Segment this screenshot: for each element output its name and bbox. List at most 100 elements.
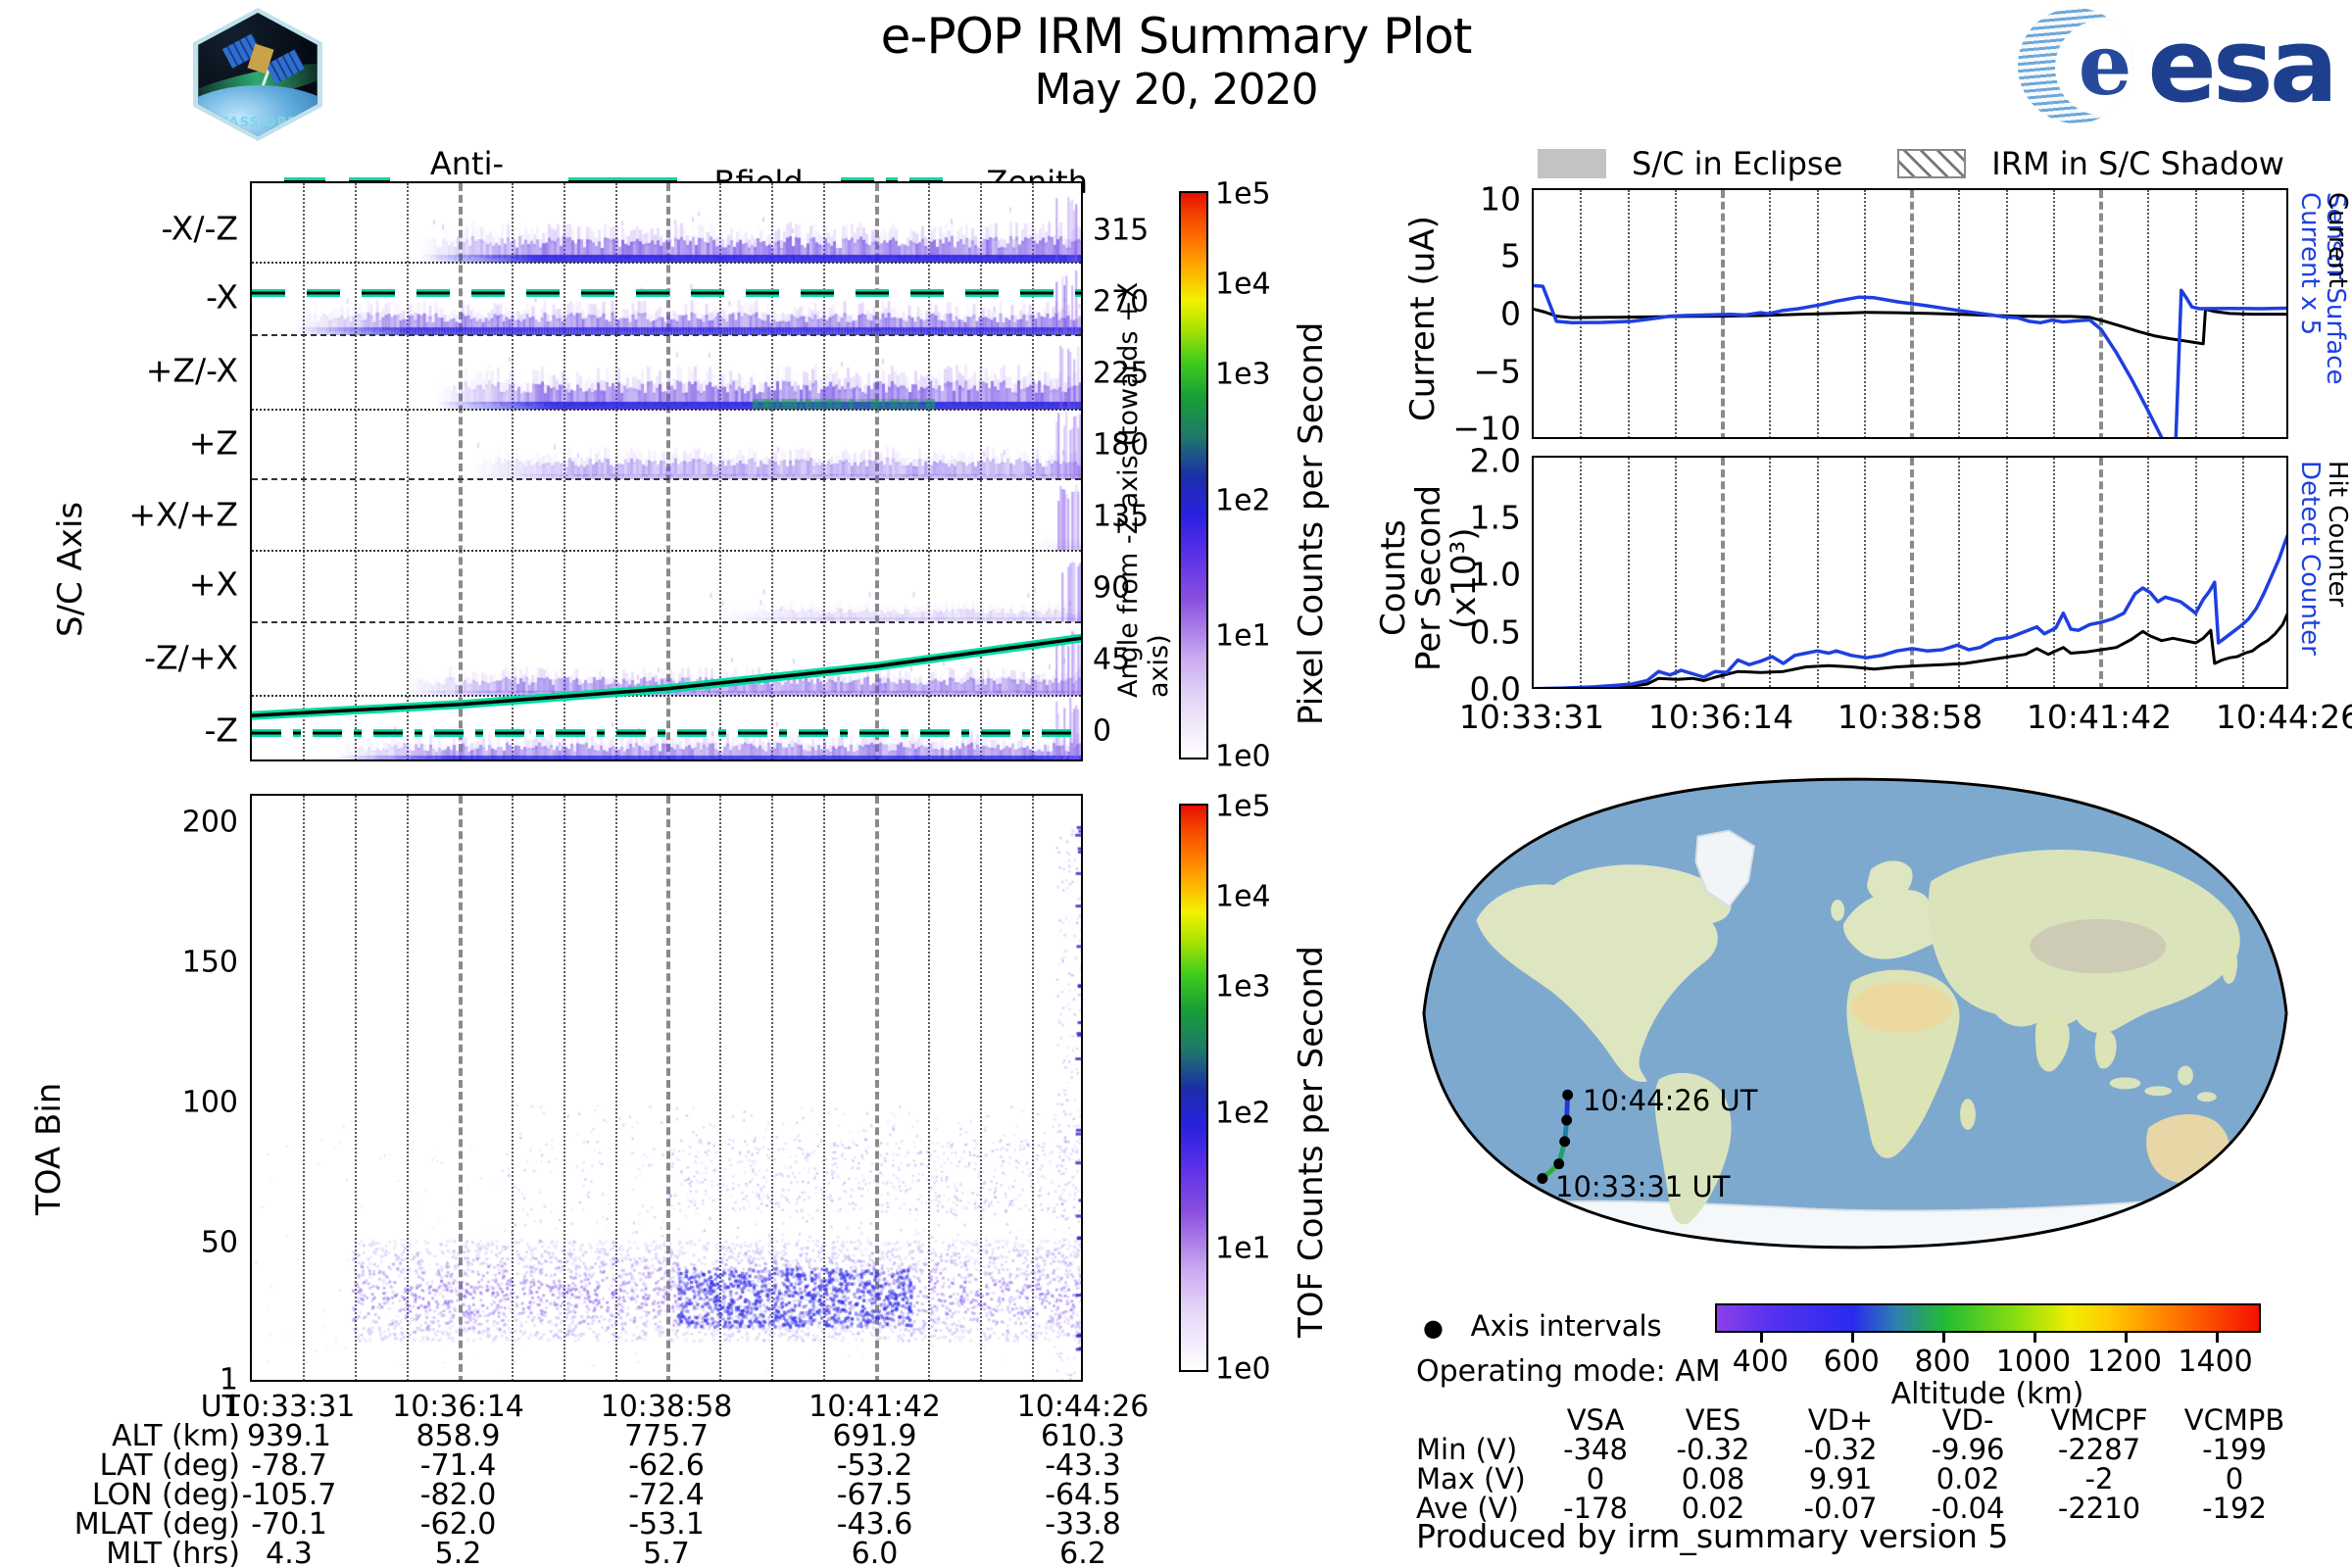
axis-interval-dot-icon: ●: [1423, 1314, 1444, 1342]
alt-tick-mark: [2124, 1333, 2128, 1343]
toa-spectrogram: [250, 794, 1083, 1382]
eph-cell: 4.3: [266, 1537, 313, 1568]
voltage-row-label: Ave (V): [1416, 1492, 1519, 1525]
eph-cell: 5.7: [643, 1537, 690, 1568]
world-map: 10:44:26 UT 10:33:31 UT: [1418, 776, 2292, 1250]
eph-cell: -105.7: [241, 1478, 337, 1512]
major-gridline: [1910, 458, 1914, 687]
ytick-label: 1.0: [1469, 555, 1521, 594]
eph-cell: -64.5: [1045, 1478, 1121, 1512]
tof-counts-colorbar-label: TOF Counts per Second: [1292, 946, 1331, 1338]
colorbar-tick-label: 1e4: [1215, 267, 1271, 302]
voltage-cell: -199: [2202, 1433, 2267, 1466]
voltage-cell: 0.02: [1681, 1492, 1745, 1525]
sc-axis-overlay-lines: [252, 289, 1081, 737]
voltage-col-header: VSA: [1566, 1403, 1625, 1437]
sc-axis-row-label: -Z/+X: [144, 638, 238, 677]
eph-row-label: LON (deg): [91, 1478, 240, 1512]
row-separator: [252, 550, 1081, 552]
voltage-col-header: VD-: [1941, 1403, 1994, 1437]
eph-cell: 5.2: [434, 1537, 482, 1568]
voltage-row-label: Min (V): [1416, 1433, 1518, 1466]
pixel-counts-colorbar: [1179, 191, 1208, 760]
eph-row-label: ALT (km): [112, 1419, 240, 1453]
altitude-colorbar: [1715, 1303, 2261, 1333]
alt-tick-label: 1400: [2178, 1345, 2253, 1379]
ytick-label: 5: [1500, 236, 1521, 275]
minor-gridline: [2147, 190, 2150, 437]
sc-axis-row-label: +Z/-X: [145, 351, 238, 390]
colorbar-tick-label: 1e4: [1215, 879, 1271, 914]
detect-counter-label: Detect Counter: [2295, 461, 2325, 656]
sensor-current-label: Sensor Surface Current: [2323, 192, 2352, 385]
row-separator: [252, 262, 1081, 264]
minor-gridline: [2052, 190, 2055, 437]
voltage-col-header: VCMPB: [2183, 1403, 2285, 1437]
counts-ylabel: Counts Per Second (x10³): [1374, 484, 1484, 672]
ground-track: [1537, 1089, 1574, 1184]
eph-cell: 10:44:26: [1016, 1390, 1150, 1424]
toa-ytick-label: 150: [181, 945, 238, 980]
angle-tick-label: 180: [1093, 427, 1150, 463]
sc-axis-spectrogram: [250, 181, 1083, 761]
voltage-cell: -9.96: [1931, 1433, 2005, 1466]
current-ylabel: Current (uA): [1403, 216, 1443, 421]
sc-axis-row-label: +X: [188, 564, 238, 604]
track-start-time-label: 10:33:31 UT: [1555, 1170, 1731, 1203]
esa-globe-e: e: [2078, 16, 2132, 115]
angle-tick-label: 225: [1093, 356, 1150, 391]
toa-heatmap-canvas: [252, 796, 1081, 1380]
colorbar-tick-label: 1e1: [1215, 618, 1271, 654]
minor-gridline: [1627, 190, 1630, 437]
eph-row-label: LAT (deg): [99, 1448, 240, 1483]
altitude-colorbar-label: Altitude (km): [1890, 1377, 2084, 1411]
eclipse-swatch: [1538, 149, 1607, 178]
alt-tick-mark: [1942, 1333, 1946, 1343]
eph-cell: -62.6: [628, 1448, 705, 1483]
toa-ylabel: TOA Bin: [29, 1082, 69, 1215]
voltage-col-header: VES: [1685, 1403, 1741, 1437]
ytick-label: 0.0: [1469, 669, 1521, 709]
eph-cell: 939.1: [247, 1419, 331, 1453]
eph-cell: 775.7: [624, 1419, 709, 1453]
plot-date: May 20, 2020: [1034, 65, 1319, 115]
sc-axis-right-label: Angle from -Z axis (towards +X axis): [1113, 281, 1174, 698]
ytick-label: 1.5: [1469, 498, 1521, 537]
angle-tick-label: 315: [1093, 213, 1150, 248]
eph-cell: 610.3: [1041, 1419, 1125, 1453]
footer-text: Produced by irm_summary version 5: [1416, 1517, 2009, 1555]
row-separator: [252, 695, 1081, 697]
axis-intervals-legend: ● Axis intervals: [1423, 1309, 1662, 1343]
colorbar-tick-label: 1e2: [1215, 1096, 1271, 1131]
counts-plot: [1532, 456, 2288, 689]
eph-row-label: UT: [200, 1390, 240, 1424]
alt-tick-label: 1200: [2086, 1345, 2162, 1379]
eph-cell: -82.0: [419, 1478, 497, 1512]
minor-gridline: [2194, 458, 2197, 687]
time-tick-label: 10:44:26: [2215, 698, 2352, 736]
toa-ytick-label: 200: [181, 805, 238, 840]
ytick-label: 2.0: [1469, 441, 1521, 480]
voltage-row-label: Max (V): [1416, 1462, 1526, 1495]
minor-gridline: [1769, 458, 1772, 687]
ytick-label: −5: [1473, 352, 1521, 391]
sc-axis-row-label: +X/+Z: [128, 495, 238, 534]
eph-cell: -33.8: [1045, 1507, 1121, 1542]
current-series-svg: [1534, 283, 2286, 437]
voltage-cell: -0.04: [1931, 1492, 2005, 1525]
shadow-legend: S/C in Eclipse IRM in S/C Shadow: [1529, 145, 2293, 182]
minor-gridline: [2147, 458, 2150, 687]
eph-cell: 10:33:31: [222, 1390, 356, 1424]
sc-axis-row-label: +Z: [188, 423, 238, 463]
eph-cell: 858.9: [416, 1419, 501, 1453]
eph-cell: -67.5: [836, 1478, 913, 1512]
esa-globe-cut: [2055, 20, 2134, 116]
colorbar-tick-label: 1e5: [1215, 176, 1271, 212]
plot-title: e-POP IRM Summary Plot: [880, 8, 1473, 65]
ytick-label: −10: [1452, 409, 1521, 448]
alt-tick-mark: [2033, 1333, 2036, 1343]
eph-cell: -72.4: [628, 1478, 705, 1512]
minor-gridline: [2241, 458, 2244, 687]
sc-axis-row-label: -X: [206, 277, 238, 317]
